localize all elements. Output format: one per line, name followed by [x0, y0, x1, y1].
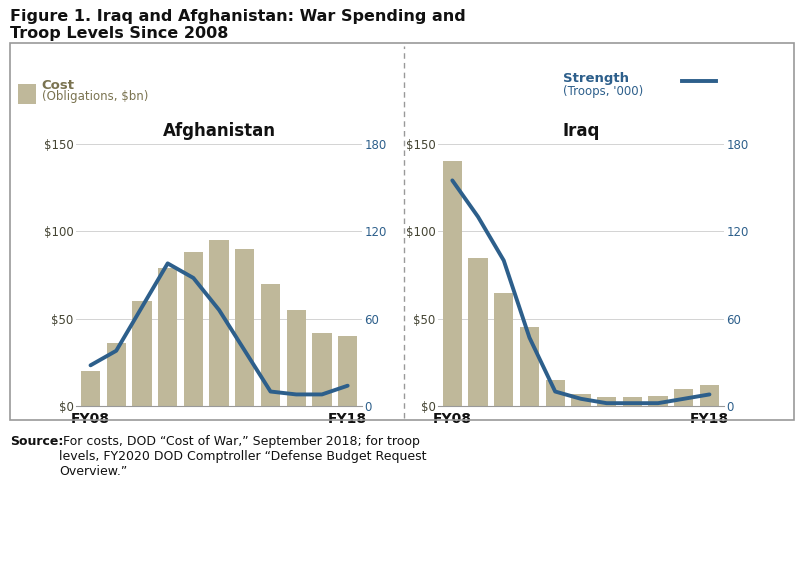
- Bar: [596, 397, 615, 406]
- Bar: [673, 389, 692, 406]
- Bar: [260, 284, 279, 406]
- Text: Troop Levels Since 2008: Troop Levels Since 2008: [10, 26, 229, 41]
- Text: For costs, DOD “Cost of War,” September 2018; for troop
levels, FY2020 DOD Compt: For costs, DOD “Cost of War,” September …: [59, 435, 426, 478]
- Bar: [647, 396, 666, 406]
- Bar: [699, 385, 718, 406]
- Text: Strength: Strength: [562, 72, 628, 85]
- Bar: [520, 327, 539, 406]
- Text: (Obligations, $bn): (Obligations, $bn): [42, 90, 148, 104]
- Bar: [337, 336, 357, 406]
- Text: Source:: Source:: [10, 435, 63, 448]
- Bar: [184, 252, 203, 406]
- Title: Iraq: Iraq: [561, 122, 599, 139]
- Bar: [494, 293, 513, 406]
- Bar: [442, 161, 462, 406]
- Bar: [286, 310, 305, 406]
- Bar: [622, 397, 641, 406]
- Bar: [158, 268, 177, 406]
- Bar: [312, 333, 331, 406]
- Bar: [107, 343, 126, 406]
- Bar: [234, 249, 254, 406]
- Bar: [132, 301, 152, 406]
- Text: Figure 1. Iraq and Afghanistan: War Spending and: Figure 1. Iraq and Afghanistan: War Spen…: [10, 9, 466, 24]
- Text: (Troops, '000): (Troops, '000): [562, 85, 642, 98]
- Bar: [210, 240, 228, 406]
- Bar: [545, 380, 565, 406]
- Bar: [571, 394, 589, 406]
- Bar: [81, 371, 100, 406]
- Text: Cost: Cost: [42, 79, 75, 92]
- Bar: [468, 257, 487, 406]
- Title: Afghanistan: Afghanistan: [162, 122, 275, 139]
